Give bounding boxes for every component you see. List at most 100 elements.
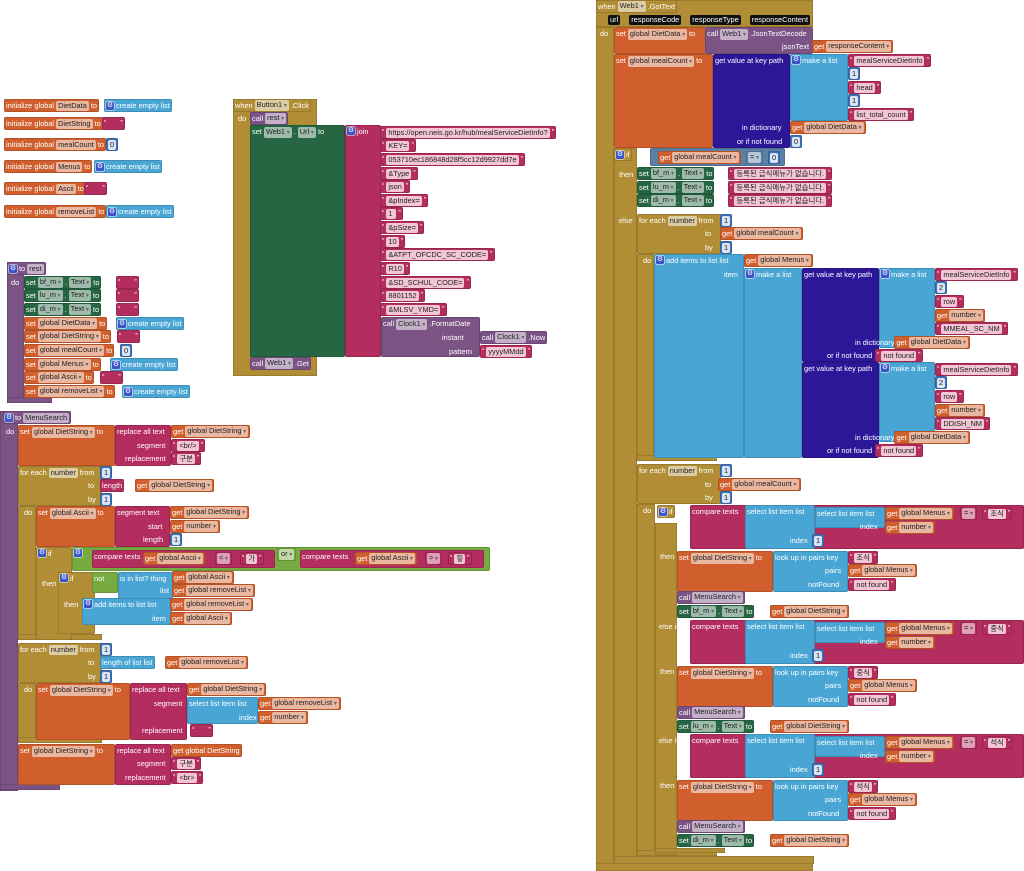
block-get[interactable]: get global Ascii — [143, 552, 205, 565]
block-create-empty-list[interactable]: ⚙ create empty list — [104, 99, 172, 112]
text-literal[interactable]: 석식 — [988, 737, 1006, 748]
text-literal[interactable]: R10 — [386, 263, 404, 274]
dropdown-field[interactable]: global DietString — [784, 721, 848, 732]
block-value[interactable]: 0 — [790, 135, 803, 148]
block-value[interactable]: “석식” — [848, 780, 879, 793]
mutator-gear-icon[interactable]: ⚙ — [60, 574, 68, 582]
mutator-gear-icon[interactable]: ⚙ — [659, 507, 667, 516]
mutator-gear-icon[interactable]: ⚙ — [881, 270, 889, 278]
block-for-each[interactable]: for each number from — [637, 214, 721, 254]
block-value[interactable]: “등록된 급식메뉴가 없습니다.” — [728, 194, 833, 207]
block-value[interactable]: = — [960, 507, 978, 520]
text-literal[interactable]: mealServiceDietInfo — [941, 364, 1012, 375]
name-field[interactable]: Ascii — [56, 183, 76, 194]
dropdown-field[interactable]: di_m — [650, 195, 676, 206]
block-for-each[interactable]: for each number from — [18, 643, 102, 683]
text-literal[interactable]: 석식 — [854, 781, 872, 792]
dropdown-field[interactable]: MenuSearch — [692, 592, 743, 603]
dropdown-field[interactable]: number — [899, 637, 934, 648]
text-literal[interactable]: &SD_SCHUL_CODE= — [386, 277, 465, 288]
text-literal[interactable]: not found — [881, 445, 917, 456]
block-value[interactable]: 1 — [848, 94, 861, 107]
block-create-empty-list[interactable]: ⚙ create empty list — [122, 385, 190, 398]
block-not[interactable]: not — [92, 572, 118, 593]
block-get[interactable]: get global DietData — [894, 431, 970, 444]
mutator-gear-icon[interactable]: ⚙ — [38, 549, 46, 557]
text-literal[interactable]: <br> — [177, 772, 197, 783]
block-body[interactable] — [596, 27, 614, 871]
block-value[interactable]: 1 — [100, 466, 113, 479]
block-value[interactable]: “mealServiceDietInfo” — [848, 54, 931, 67]
text-literal[interactable]: MMEAL_SC_NM — [941, 323, 1002, 334]
block-value[interactable]: “yyyyMMdd” — [480, 345, 533, 358]
block-to[interactable]: ⚙ to rest — [7, 262, 46, 275]
name-field[interactable]: number — [667, 466, 697, 476]
mutator-gear-icon[interactable]: ⚙ — [112, 360, 120, 369]
block-get[interactable]: get global Ascii — [172, 571, 234, 584]
block-value[interactable]: 2 — [935, 281, 948, 294]
block-length[interactable]: length — [100, 479, 125, 492]
dropdown-field[interactable]: Text — [682, 168, 705, 179]
block-value[interactable]: “not found” — [848, 807, 896, 820]
number-literal[interactable]: 1 — [850, 95, 859, 106]
block-replace-all-text[interactable]: replace all text — [115, 425, 171, 466]
block-get[interactable]: get number — [935, 309, 986, 322]
block-value[interactable]: “not found” — [848, 693, 896, 706]
text-literal[interactable]: https://open.neis.go.kr/hub/mealServiceD… — [386, 127, 550, 138]
text-literal[interactable]: &MLSV_YMD= — [386, 304, 441, 315]
mutator-gear-icon[interactable]: ⚙ — [347, 127, 355, 135]
dropdown-field[interactable]: global Ascii — [49, 508, 96, 519]
dropdown-field[interactable]: global Menus — [37, 359, 91, 370]
block-body[interactable] — [7, 397, 52, 403]
dropdown-field[interactable]: number — [899, 522, 934, 533]
text-literal[interactable]: 8801152 — [386, 290, 419, 301]
text-literal[interactable]: <br/> — [177, 440, 199, 451]
dropdown-field[interactable]: bf_m — [690, 606, 716, 617]
block-value[interactable]: “not found” — [875, 444, 923, 457]
dropdown-field[interactable]: MenuSearch — [692, 821, 743, 832]
block-value[interactable]: “중식” — [848, 666, 879, 679]
mutator-gear-icon[interactable]: ⚙ — [881, 364, 889, 372]
block-value[interactable]: 1 — [100, 643, 113, 656]
block-get[interactable]: get number — [170, 520, 221, 533]
block-value[interactable]: “KEY=” — [380, 139, 416, 152]
block-create-empty-list[interactable]: ⚙ create empty list — [116, 317, 184, 330]
text-literal[interactable]: DDISH_NM — [941, 418, 984, 429]
dropdown-field[interactable]: global DietString — [690, 553, 754, 564]
block-value[interactable]: “” — [117, 330, 140, 343]
number-literal[interactable]: 1 — [722, 492, 731, 503]
dropdown-field[interactable]: global mealCount — [672, 152, 739, 163]
dropdown-field[interactable]: global Menus — [862, 565, 915, 576]
mutator-gear-icon[interactable]: ⚙ — [84, 600, 92, 608]
name-field[interactable]: DietData — [56, 100, 89, 111]
dropdown-field[interactable]: Text — [681, 182, 704, 193]
dropdown-field[interactable]: = — [962, 508, 976, 519]
block-initialize-global[interactable]: initialize global Menus to — [4, 160, 93, 173]
block-call[interactable]: call rest — [250, 112, 289, 125]
dropdown-field[interactable]: global removeList — [186, 585, 253, 596]
dropdown-field[interactable]: global removeList — [179, 657, 246, 668]
mutator-gear-icon[interactable]: ⚙ — [74, 549, 82, 557]
dropdown-field[interactable]: Clock1 — [396, 319, 428, 330]
text-literal[interactable]: 중식 — [988, 623, 1006, 634]
text-literal[interactable]: 가 — [246, 553, 258, 564]
number-literal[interactable]: 2 — [937, 377, 946, 388]
block-body[interactable] — [655, 848, 725, 853]
dropdown-field[interactable]: lu_m — [650, 182, 676, 193]
number-literal[interactable]: 0 — [108, 139, 117, 150]
block-look-up-in-pairs[interactable]: look up in pairs key — [773, 666, 848, 707]
text-literal[interactable]: 1 — [386, 208, 397, 219]
block-or[interactable]: or — [277, 548, 297, 561]
block-for-each[interactable]: for each number from — [18, 466, 102, 506]
block-value[interactable]: “1” — [380, 207, 403, 220]
number-literal[interactable]: 1 — [850, 68, 859, 79]
dropdown-field[interactable]: global DietString — [184, 507, 248, 518]
block-select-list-item[interactable]: select list item list — [187, 697, 258, 724]
block-value[interactable]: “” — [116, 289, 139, 302]
block-value[interactable]: > — [425, 552, 443, 565]
